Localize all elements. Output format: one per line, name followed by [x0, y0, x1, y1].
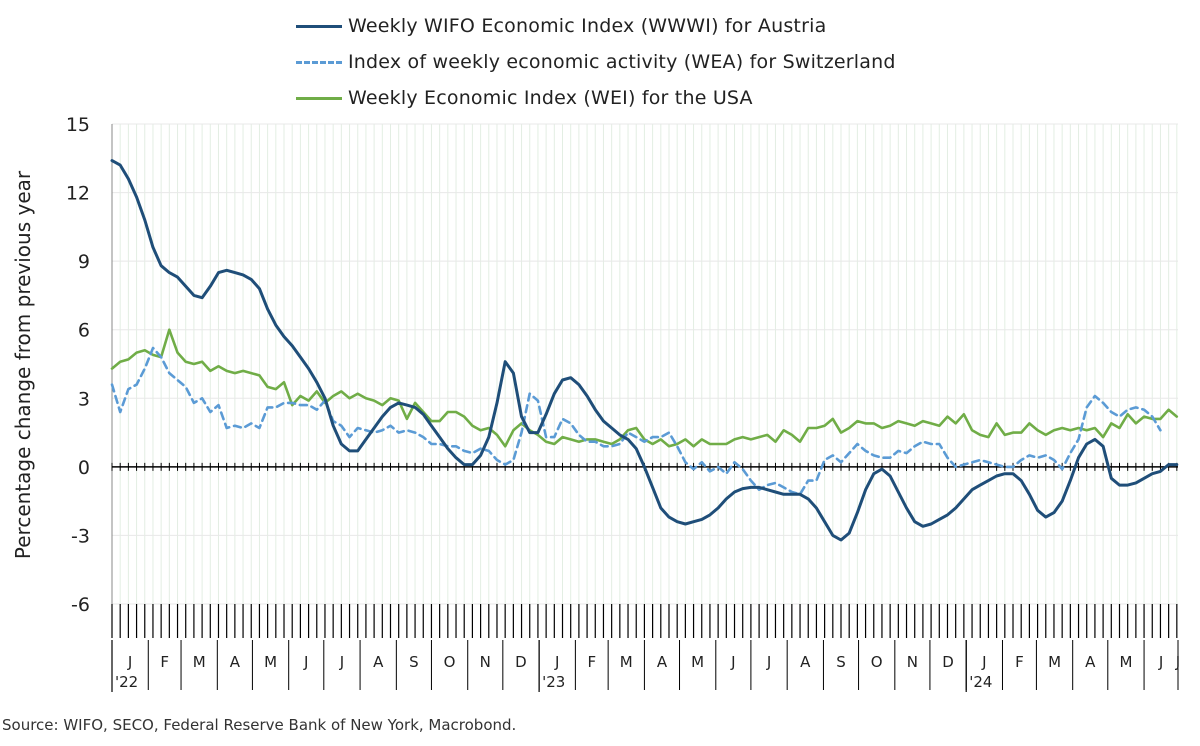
x-month-label: J [981, 653, 986, 671]
series-line-usa [110, 328, 1179, 448]
x-month-label: N [907, 653, 918, 671]
x-month-label: F [1015, 653, 1024, 671]
x-year-label: '22 [115, 673, 138, 691]
x-month-label: J [303, 653, 308, 671]
source-note: Source: WIFO, SECO, Federal Reserve Bank… [2, 716, 517, 734]
x-month-label: A [657, 653, 668, 671]
y-tick-label: 15 [66, 114, 90, 136]
legend-label-usa: Weekly Economic Index (WEI) for the USA [348, 87, 753, 109]
y-tick-label: 6 [78, 320, 90, 342]
series-lines [110, 159, 1179, 542]
legend-item-switzerland: Index of weekly economic activity (WEA) … [296, 44, 896, 80]
series-line-austria [110, 159, 1179, 542]
x-year-label: '23 [542, 673, 565, 691]
x-month-label: D [515, 653, 527, 671]
x-month-label: M [193, 653, 206, 671]
legend-swatch-switzerland [296, 60, 342, 64]
x-year-label: '24 [969, 673, 992, 691]
legend: Weekly WIFO Economic Index (WWWI) for Au… [296, 8, 896, 116]
x-month-label: J [1158, 653, 1163, 671]
grid [111, 123, 1178, 605]
legend-item-austria: Weekly WIFO Economic Index (WWWI) for Au… [296, 8, 896, 44]
x-month-label: D [942, 653, 954, 671]
y-tick-label: 0 [78, 457, 90, 479]
series-line-switzerland [110, 346, 1162, 496]
x-month-label: M [620, 653, 633, 671]
y-tick-label: -6 [71, 594, 90, 616]
x-month-label: F [587, 653, 596, 671]
y-tick-label: 9 [78, 251, 90, 273]
y-axis-label: Percentage change from previous year [11, 170, 35, 559]
x-month-label: A [373, 653, 384, 671]
x-month-label: O [444, 653, 456, 671]
x-month-label: M [264, 653, 277, 671]
x-month-label: A [230, 653, 241, 671]
x-month-label: O [871, 653, 883, 671]
x-month-label: M [1119, 653, 1132, 671]
legend-swatch-austria [296, 24, 342, 28]
legend-swatch-usa [296, 96, 342, 100]
x-month-label: A [1085, 653, 1096, 671]
x-month-label: S [836, 653, 846, 671]
y-tick-label: -3 [71, 525, 90, 547]
legend-label-austria: Weekly WIFO Economic Index (WWWI) for Au… [348, 15, 827, 37]
x-month-label: M [691, 653, 704, 671]
x-month-label: J [1175, 653, 1180, 671]
x-month-label: F [160, 653, 169, 671]
x-month-label: J [339, 653, 344, 671]
y-tick-label: 12 [66, 183, 90, 205]
y-tick-label: 3 [78, 388, 90, 410]
x-month-label: J [127, 653, 132, 671]
x-month-label: N [480, 653, 491, 671]
legend-item-usa: Weekly Economic Index (WEI) for the USA [296, 80, 896, 116]
x-month-label: M [1048, 653, 1061, 671]
x-month-label: S [409, 653, 419, 671]
x-month-label: J [766, 653, 771, 671]
legend-label-switzerland: Index of weekly economic activity (WEA) … [348, 51, 896, 73]
x-month-label: J [730, 653, 735, 671]
x-month-label: J [554, 653, 559, 671]
x-month-label: A [800, 653, 811, 671]
